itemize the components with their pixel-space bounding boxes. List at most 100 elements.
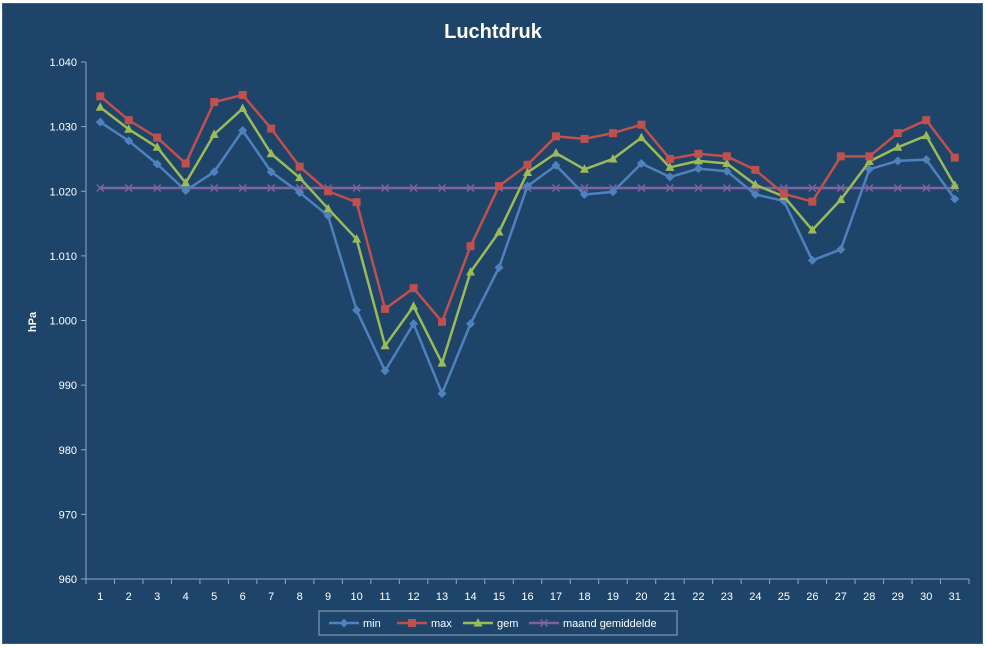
data-point-diamond bbox=[339, 618, 349, 628]
data-point-square bbox=[608, 129, 617, 138]
x-stroke bbox=[124, 184, 133, 193]
data-point-square bbox=[893, 129, 902, 138]
legend-label: max bbox=[431, 618, 452, 630]
data-point-triangle bbox=[266, 148, 276, 158]
data-point-square bbox=[779, 189, 788, 198]
data-point-diamond bbox=[836, 244, 846, 254]
data-point-x bbox=[865, 184, 874, 193]
x-tick-label: 17 bbox=[550, 591, 562, 603]
x-tick-label: 28 bbox=[863, 591, 875, 603]
data-point-triangle bbox=[950, 180, 960, 189]
data-point-triangle bbox=[864, 156, 874, 166]
series-line bbox=[99, 93, 956, 324]
data-point-diamond bbox=[437, 389, 447, 399]
x-stroke bbox=[808, 184, 817, 193]
data-point-x bbox=[153, 184, 162, 193]
data-point-diamond bbox=[893, 156, 903, 166]
data-point-diamond bbox=[380, 366, 390, 376]
data-point-square bbox=[153, 133, 162, 142]
x-tick-label: 14 bbox=[464, 591, 476, 603]
data-point-square bbox=[580, 134, 589, 143]
data-point-triangle bbox=[608, 153, 618, 163]
y-axis-title: hPa bbox=[27, 311, 39, 332]
data-point-triangle bbox=[437, 358, 447, 367]
x-tick-label: 27 bbox=[835, 591, 847, 603]
data-point-diamond bbox=[579, 189, 589, 199]
x-tick-label: 24 bbox=[749, 591, 761, 603]
data-point-square bbox=[694, 149, 703, 158]
x-stroke bbox=[438, 184, 447, 193]
data-point-square bbox=[181, 159, 190, 168]
data-point-triangle bbox=[95, 102, 105, 111]
data-point-square bbox=[722, 152, 731, 161]
data-point-diamond bbox=[494, 263, 504, 273]
data-point-triangle bbox=[152, 142, 162, 151]
data-point-x bbox=[352, 184, 361, 193]
x-tick-label: 20 bbox=[635, 591, 647, 603]
data-point-diamond bbox=[750, 189, 760, 199]
data-point-diamond bbox=[636, 158, 646, 168]
x-stroke bbox=[694, 184, 703, 193]
data-point-triangle bbox=[836, 194, 846, 204]
legend-label: min bbox=[363, 618, 381, 630]
data-point-square bbox=[495, 182, 504, 191]
data-point-square bbox=[381, 304, 390, 313]
legend-entry: max bbox=[397, 618, 452, 630]
x-tick-label: 1 bbox=[97, 591, 103, 603]
data-point-x bbox=[836, 184, 845, 193]
data-point-square bbox=[808, 197, 817, 206]
x-tick-label: 19 bbox=[607, 591, 619, 603]
data-point-square bbox=[922, 116, 931, 125]
x-tick-label: 15 bbox=[493, 591, 505, 603]
data-point-triangle bbox=[295, 172, 305, 182]
data-point-square bbox=[637, 120, 646, 129]
x-tick-label: 13 bbox=[436, 591, 448, 603]
data-point-triangle bbox=[380, 340, 390, 350]
series-gem bbox=[95, 102, 960, 367]
data-point-triangle bbox=[494, 226, 504, 236]
data-point-x bbox=[665, 184, 674, 193]
data-point-diamond bbox=[551, 160, 561, 170]
y-tick-label: 1.000 bbox=[49, 316, 77, 328]
data-point-x bbox=[694, 184, 703, 193]
y-tick-label: 990 bbox=[59, 380, 77, 392]
data-point-triangle bbox=[579, 164, 589, 173]
legend-label: maand gemiddelde bbox=[563, 618, 657, 630]
x-stroke bbox=[722, 184, 731, 193]
data-point-x bbox=[637, 184, 646, 193]
x-tick-label: 9 bbox=[325, 591, 331, 603]
x-tick-label: 6 bbox=[240, 591, 246, 603]
legend-entry: gem bbox=[463, 618, 518, 630]
data-point-diamond bbox=[466, 319, 476, 329]
series-layer bbox=[95, 90, 960, 399]
data-point-square bbox=[238, 90, 247, 99]
data-point-x bbox=[238, 184, 247, 193]
x-tick-label: 29 bbox=[892, 591, 904, 603]
data-point-diamond bbox=[608, 187, 618, 197]
data-point-triangle bbox=[209, 129, 219, 138]
x-tick-label: 25 bbox=[778, 591, 790, 603]
series-line bbox=[99, 106, 956, 365]
x-tick-label: 5 bbox=[211, 591, 217, 603]
data-point-triangle bbox=[807, 225, 817, 234]
data-point-diamond bbox=[95, 117, 105, 127]
data-point-diamond bbox=[124, 136, 134, 146]
data-point-diamond bbox=[323, 211, 333, 221]
data-point-x bbox=[722, 184, 731, 193]
data-point-triangle bbox=[636, 132, 646, 142]
data-point-triangle bbox=[238, 103, 248, 113]
data-point-square bbox=[210, 98, 219, 107]
series-max bbox=[96, 90, 959, 326]
legend: min max gem maand gemiddelde bbox=[318, 610, 678, 636]
x-stroke bbox=[153, 184, 162, 193]
x-stroke bbox=[865, 184, 874, 193]
data-point-triangle bbox=[466, 267, 476, 276]
data-point-square bbox=[324, 187, 333, 196]
data-point-diamond bbox=[722, 166, 732, 176]
data-point-x bbox=[893, 184, 902, 193]
data-point-diamond bbox=[238, 126, 248, 136]
data-point-triangle bbox=[722, 158, 732, 167]
y-tick-label: 1.020 bbox=[49, 186, 77, 198]
legend-label: gem bbox=[497, 618, 518, 630]
